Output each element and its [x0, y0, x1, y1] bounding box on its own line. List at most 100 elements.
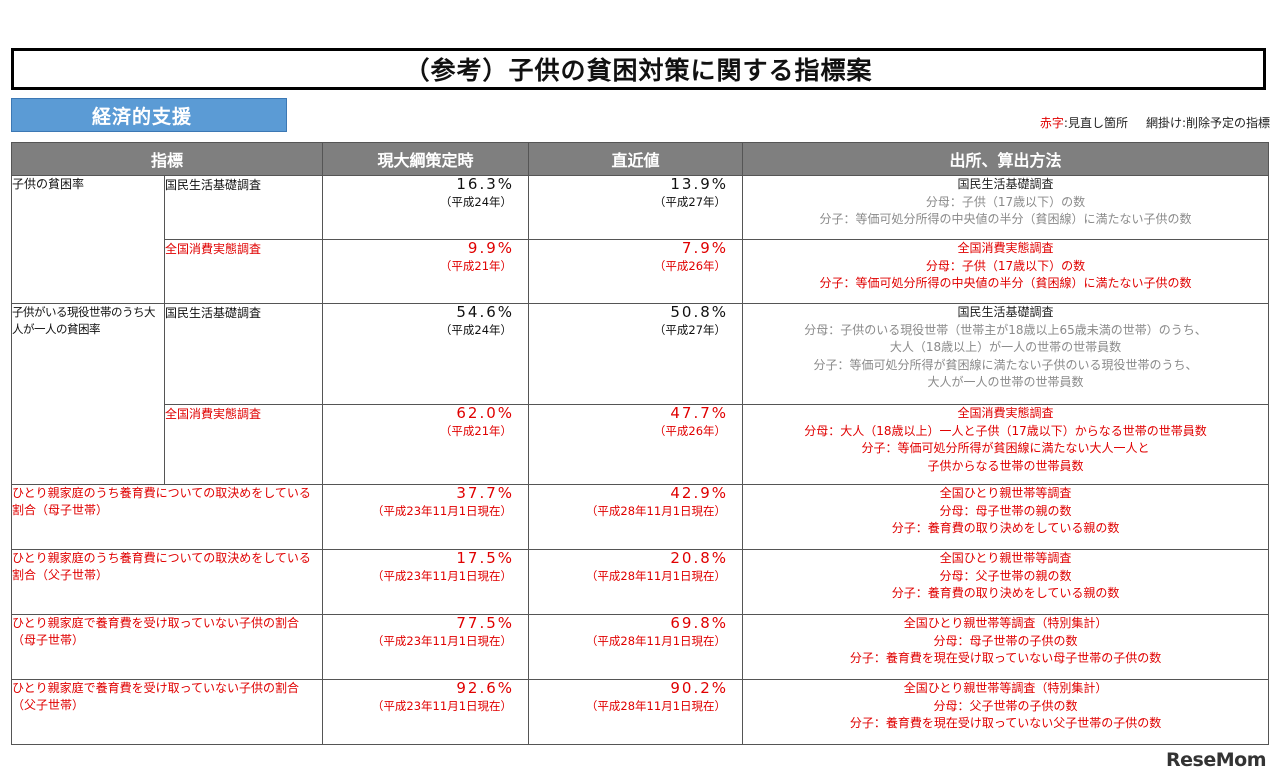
latest-year: （平成26年）: [653, 259, 727, 273]
source-line: 分子：養育費の取り決めをしている親の数: [891, 521, 1120, 535]
header-current: 現大綱策定時: [322, 142, 530, 176]
survey-cell: 国民生活基礎調査: [163, 303, 324, 405]
latest-year: （平成28年11月1日現在）: [585, 504, 727, 518]
source-title: 全国ひとり親世帯等調査: [939, 486, 1072, 500]
header-source: 出所、算出方法: [742, 142, 1270, 176]
source-cell: 全国ひとり親世帯等調査 分母：父子世帯の親の数 分子：養育費の取り決めをしている…: [742, 549, 1270, 615]
current-value: 92.6%: [456, 679, 515, 697]
current-value-cell: 62.0% （平成21年）: [322, 404, 530, 485]
source-line: 分母：大人（18歳以上）一人と子供（17歳以下）からなる世帯の世帯員数: [804, 423, 1207, 438]
source-line: 分子：養育費を現在受け取っていない父子世帯の子供の数: [849, 716, 1162, 730]
latest-year: （平成26年）: [653, 424, 727, 438]
latest-value-cell: 50.8% （平成27年）: [528, 303, 744, 405]
category-cell: 子供の貧困率: [11, 175, 165, 304]
latest-value-cell: 20.8% （平成28年11月1日現在）: [528, 549, 744, 615]
page-title: （参考）子供の貧困対策に関する指標案: [11, 48, 1266, 90]
table-header-row: 指標 現大綱策定時 直近値 出所、算出方法: [10, 142, 1270, 176]
current-value-cell: 17.5% （平成23年11月1日現在）: [322, 549, 530, 615]
survey-label: 国民生活基礎調査: [165, 306, 262, 320]
source-line: 分母：子供（17歳以下）の数: [925, 194, 1086, 209]
survey-cell: 全国消費実態調査: [163, 239, 324, 304]
source-line: 大人が一人の世帯の世帯員数: [927, 375, 1084, 389]
source-title: 全国消費実態調査: [957, 406, 1054, 420]
category-cell: 子供がいる現役世帯のうち大人が一人の貧困率: [11, 303, 165, 485]
latest-value: 47.7%: [670, 404, 729, 422]
source-cell: 全国ひとり親世帯等調査（特別集計） 分母：父子世帯の子供の数 分子：養育費を現在…: [742, 679, 1270, 745]
current-year: （平成24年）: [439, 195, 513, 209]
latest-value: 13.9%: [670, 175, 729, 193]
source-line: 分母：子供のいる現役世帯（世帯主が18歳以上65歳未満の世帯）のうち、: [804, 322, 1207, 337]
category-cell: ひとり親家庭で養育費を受け取っていない子供の割合（母子世帯）: [10, 614, 324, 680]
source-cell: 全国消費実態調査 分母：大人（18歳以上）一人と子供（17歳以下）からなる世帯の…: [742, 404, 1270, 485]
source-title: 全国ひとり親世帯等調査（特別集計）: [903, 681, 1108, 695]
table-row: ひとり親家庭のうち養育費についての取決めをしている割合（父子世帯） 17.5% （…: [10, 549, 1270, 615]
header-latest: 直近値: [528, 142, 744, 176]
survey-label: 全国消費実態調査: [165, 242, 262, 256]
table-row: 子供がいる現役世帯のうち大人が一人の貧困率 国民生活基礎調査 54.6% （平成2…: [11, 303, 1270, 485]
legend-hatch-text: 網掛け:削除予定の指標: [1145, 116, 1270, 130]
current-year: （平成21年）: [439, 259, 513, 273]
latest-year: （平成28年11月1日現在）: [585, 569, 727, 583]
source-title: 国民生活基礎調査: [957, 305, 1054, 319]
current-value: 54.6%: [456, 303, 515, 321]
survey-cell: 全国消費実態調査: [163, 404, 324, 485]
source-line: 子供からなる世帯の世帯員数: [927, 458, 1084, 473]
survey-label: 国民生活基礎調査: [165, 178, 262, 192]
current-year: （平成23年11月1日現在）: [371, 699, 513, 713]
section-tab: 経済的支援: [11, 98, 287, 132]
latest-value: 50.8%: [670, 303, 729, 321]
category-label: 子供の貧困率: [12, 177, 85, 191]
survey-label: 全国消費実態調査: [165, 407, 262, 421]
current-value-cell: 9.9% （平成21年）: [322, 239, 530, 304]
source-line: 分子：等価可処分所得が貧困線に満たない子供のいる現役世帯のうち、: [813, 357, 1198, 372]
current-value: 77.5%: [456, 614, 515, 632]
table-row: ひとり親家庭のうち養育費についての取決めをしている割合（母子世帯） 37.7% （…: [10, 484, 1270, 550]
latest-value: 20.8%: [670, 549, 729, 567]
indicator-table: 指標 現大綱策定時 直近値 出所、算出方法 子供の貧困率 国民生活基礎調査 16…: [10, 142, 1270, 745]
table-row: 子供の貧困率 国民生活基礎調査 16.3% （平成24年） 13.9% （平成27年…: [11, 175, 1270, 304]
category-label: ひとり親家庭のうち養育費についての取決めをしている割合（母子世帯）: [12, 486, 311, 517]
latest-year: （平成28年11月1日現在）: [585, 699, 727, 713]
latest-value-cell: 90.2% （平成28年11月1日現在）: [528, 679, 744, 745]
current-value: 9.9%: [467, 239, 515, 257]
watermark-logo: ReseMom: [1166, 749, 1266, 771]
source-line: 分子：等価可処分所得の中央値の半分（貧困線）に満たない子供の数: [819, 276, 1192, 290]
source-line: 分子：等価可処分所得が貧困線に満たない大人一人と: [861, 441, 1150, 455]
source-cell: 国民生活基礎調査 分母：子供（17歳以下）の数 分子：等価可処分所得の中央値の半…: [742, 175, 1270, 240]
source-cell: 国民生活基礎調査 分母：子供のいる現役世帯（世帯主が18歳以上65歳未満の世帯）…: [742, 303, 1270, 405]
latest-value-cell: 42.9% （平成28年11月1日現在）: [528, 484, 744, 550]
category-label: ひとり親家庭で養育費を受け取っていない子供の割合（父子世帯）: [12, 681, 300, 712]
current-value-cell: 77.5% （平成23年11月1日現在）: [322, 614, 530, 680]
source-line: 分子：等価可処分所得の中央値の半分（貧困線）に満たない子供の数: [819, 212, 1192, 226]
source-line: 分母：母子世帯の子供の数: [933, 633, 1078, 648]
current-value: 62.0%: [456, 404, 515, 422]
table-row: ひとり親家庭で養育費を受け取っていない子供の割合（父子世帯） 92.6% （平成2…: [10, 679, 1270, 745]
latest-value: 42.9%: [670, 484, 729, 502]
survey-cell: 国民生活基礎調査: [163, 175, 324, 240]
source-line: 分母：子供（17歳以下）の数: [925, 258, 1086, 273]
category-cell: ひとり親家庭のうち養育費についての取決めをしている割合（父子世帯）: [10, 549, 324, 615]
source-line: 分母：母子世帯の親の数: [939, 503, 1072, 518]
latest-value-cell: 13.9% （平成27年）: [528, 175, 744, 240]
table-row: 全国消費実態調査 62.0% （平成21年） 47.7% （平成26年） 全国消費実…: [12, 404, 1270, 485]
source-line: 分子：養育費を現在受け取っていない母子世帯の子供の数: [849, 651, 1162, 665]
latest-value-cell: 69.8% （平成28年11月1日現在）: [528, 614, 744, 680]
latest-year: （平成27年）: [653, 195, 727, 209]
header-indicator: 指標: [10, 142, 324, 176]
category-label: ひとり親家庭のうち養育費についての取決めをしている割合（父子世帯）: [12, 551, 311, 582]
current-value: 37.7%: [456, 484, 515, 502]
source-title: 全国消費実態調査: [957, 241, 1054, 255]
current-year: （平成23年11月1日現在）: [371, 569, 513, 583]
legend-red-label: 赤字: [1039, 116, 1064, 130]
category-label: ひとり親家庭で養育費を受け取っていない子供の割合（母子世帯）: [12, 616, 300, 647]
legend-note: 赤字:見直し箇所 網掛け:削除予定の指標: [1040, 114, 1270, 131]
latest-year: （平成27年）: [653, 323, 727, 337]
legend-red-text: :見直し箇所: [1063, 116, 1128, 130]
current-value: 17.5%: [456, 549, 515, 567]
current-year: （平成23年11月1日現在）: [371, 634, 513, 648]
table-row: 全国消費実態調査 9.9% （平成21年） 7.9% （平成26年） 全国消費実態調…: [12, 239, 1270, 304]
current-value-cell: 92.6% （平成23年11月1日現在）: [322, 679, 530, 745]
latest-value: 7.9%: [681, 239, 729, 257]
source-cell: 全国ひとり親世帯等調査（特別集計） 分母：母子世帯の子供の数 分子：養育費を現在…: [742, 614, 1270, 680]
source-line: 分母：父子世帯の子供の数: [933, 698, 1078, 713]
